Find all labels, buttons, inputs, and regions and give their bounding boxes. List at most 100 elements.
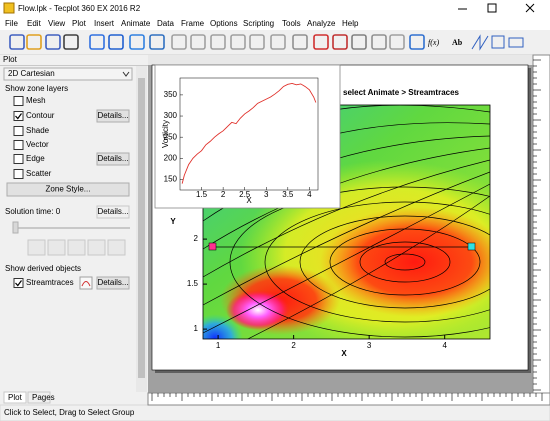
toolbar — [0, 30, 550, 55]
tab-label: Plot — [8, 393, 23, 402]
x-tick-label: 1 — [216, 341, 221, 350]
layer-label: Scatter — [26, 169, 52, 178]
streamtrace — [264, 201, 490, 323]
y-tick-label: 150 — [164, 175, 178, 184]
menu-item[interactable]: View — [48, 19, 65, 28]
menu-item[interactable]: Animate — [121, 19, 151, 28]
streamtrace — [203, 183, 490, 334]
toolbar-icon[interactable] — [292, 34, 308, 50]
toolbar-icon[interactable] — [129, 34, 145, 50]
y-tick-label: 1 — [194, 324, 199, 333]
toolbar-icon[interactable] — [210, 34, 226, 50]
y-tick-label: 1.5 — [187, 279, 199, 288]
playback-button — [107, 239, 126, 256]
x-tick-label: 2 — [221, 190, 226, 199]
toolbar-icon[interactable] — [313, 34, 329, 50]
streamtrace — [247, 195, 490, 339]
menu-item[interactable]: Plot — [72, 19, 87, 28]
toolbar-icon[interactable] — [409, 34, 425, 50]
toolbar-icon[interactable] — [332, 34, 348, 50]
y-tick-label: 200 — [164, 153, 178, 162]
checkbox[interactable] — [13, 278, 24, 288]
menu-item[interactable]: Frame — [181, 19, 205, 28]
toolbar-icon[interactable] — [108, 34, 124, 50]
details-button[interactable] — [96, 152, 130, 166]
tab[interactable] — [3, 391, 27, 404]
checkmark — [15, 113, 22, 120]
toolbar-icon[interactable] — [149, 34, 165, 50]
maximize-button[interactable] — [487, 3, 497, 13]
square-tool[interactable] — [491, 35, 505, 49]
details-button — [96, 205, 130, 219]
section-heading: Show zone layers — [5, 84, 68, 93]
text-tool[interactable]: Ab — [452, 38, 463, 47]
streamtrace-icon[interactable] — [79, 276, 93, 290]
streamtrace — [203, 171, 490, 306]
x-tick-label: 3 — [264, 190, 269, 199]
toolbar-icon[interactable] — [190, 34, 206, 50]
menu-item[interactable]: Analyze — [307, 19, 336, 28]
x-tick-label: 4 — [442, 341, 447, 350]
streamtraces — [203, 105, 490, 339]
x-axis-label: X — [341, 349, 347, 358]
checkbox[interactable] — [13, 96, 24, 106]
layer-label: Contour — [26, 111, 55, 120]
vorticity-line — [181, 83, 317, 184]
toolbar-icon[interactable] — [171, 34, 187, 50]
toolbar-icon[interactable] — [45, 34, 61, 50]
menu-item[interactable]: Options — [210, 19, 238, 28]
menu-item[interactable]: File — [5, 19, 18, 28]
streamtrace — [299, 215, 490, 309]
x-tick-label: 2.5 — [239, 190, 251, 199]
equation-tool[interactable]: f(x) — [428, 38, 439, 47]
toolbar-icon[interactable] — [270, 34, 286, 50]
line-tool[interactable] — [471, 34, 489, 51]
plot-type-dropdown[interactable] — [3, 67, 133, 81]
rect-tool[interactable] — [508, 37, 524, 48]
toolbar-icon[interactable] — [249, 34, 265, 50]
dropdown-arrow — [122, 71, 130, 77]
playback-button — [47, 239, 66, 256]
menu-item[interactable]: Help — [342, 19, 359, 28]
menu-item[interactable]: Tools — [282, 19, 301, 28]
toolbar-icon[interactable] — [230, 34, 246, 50]
playback-button — [27, 239, 46, 256]
checkbox[interactable] — [13, 169, 24, 179]
details-button[interactable] — [96, 109, 130, 123]
toolbar-icon[interactable] — [89, 34, 105, 50]
toolbar-icon[interactable] — [371, 34, 387, 50]
y-tick-label: 2 — [194, 234, 199, 243]
zone-style-button[interactable] — [6, 182, 130, 197]
menu-item[interactable]: Scripting — [243, 19, 274, 28]
details-button-label: Details... — [97, 154, 128, 163]
slider-thumb — [12, 221, 19, 234]
details-button[interactable] — [96, 276, 130, 290]
toolbar-icon[interactable] — [26, 34, 42, 50]
toolbar-icon[interactable] — [9, 34, 25, 50]
title-bar — [0, 0, 550, 17]
toolbar-icon[interactable] — [63, 34, 79, 50]
scroll-thumb — [138, 78, 145, 378]
checkbox[interactable] — [13, 154, 24, 164]
solution-time: Solution time: 0 — [5, 207, 61, 216]
close-button[interactable] — [525, 3, 535, 13]
status-text: Click to Select, Drag to Select Group — [4, 408, 135, 417]
x-axis-label: X — [246, 196, 252, 205]
layer-label: Mesh — [26, 96, 46, 105]
menu-item[interactable]: Insert — [94, 19, 115, 28]
checkbox[interactable] — [13, 126, 24, 136]
checkbox[interactable] — [13, 140, 24, 150]
tab[interactable] — [27, 391, 51, 404]
probe-end — [467, 242, 476, 251]
menu-item[interactable]: Data — [157, 19, 174, 28]
contour-blue — [203, 314, 243, 339]
toolbar-icon[interactable] — [351, 34, 367, 50]
y-axis-label: Vorticity — [161, 120, 170, 148]
streamtrace — [203, 159, 490, 278]
toolbar-icon[interactable] — [389, 34, 405, 50]
x-tick-label: 3 — [367, 341, 372, 350]
checkbox[interactable] — [13, 111, 24, 121]
menu-item[interactable]: Edit — [27, 19, 42, 28]
y-tick-label: 350 — [164, 90, 178, 99]
plot-type: 2D Cartesian — [8, 69, 55, 78]
